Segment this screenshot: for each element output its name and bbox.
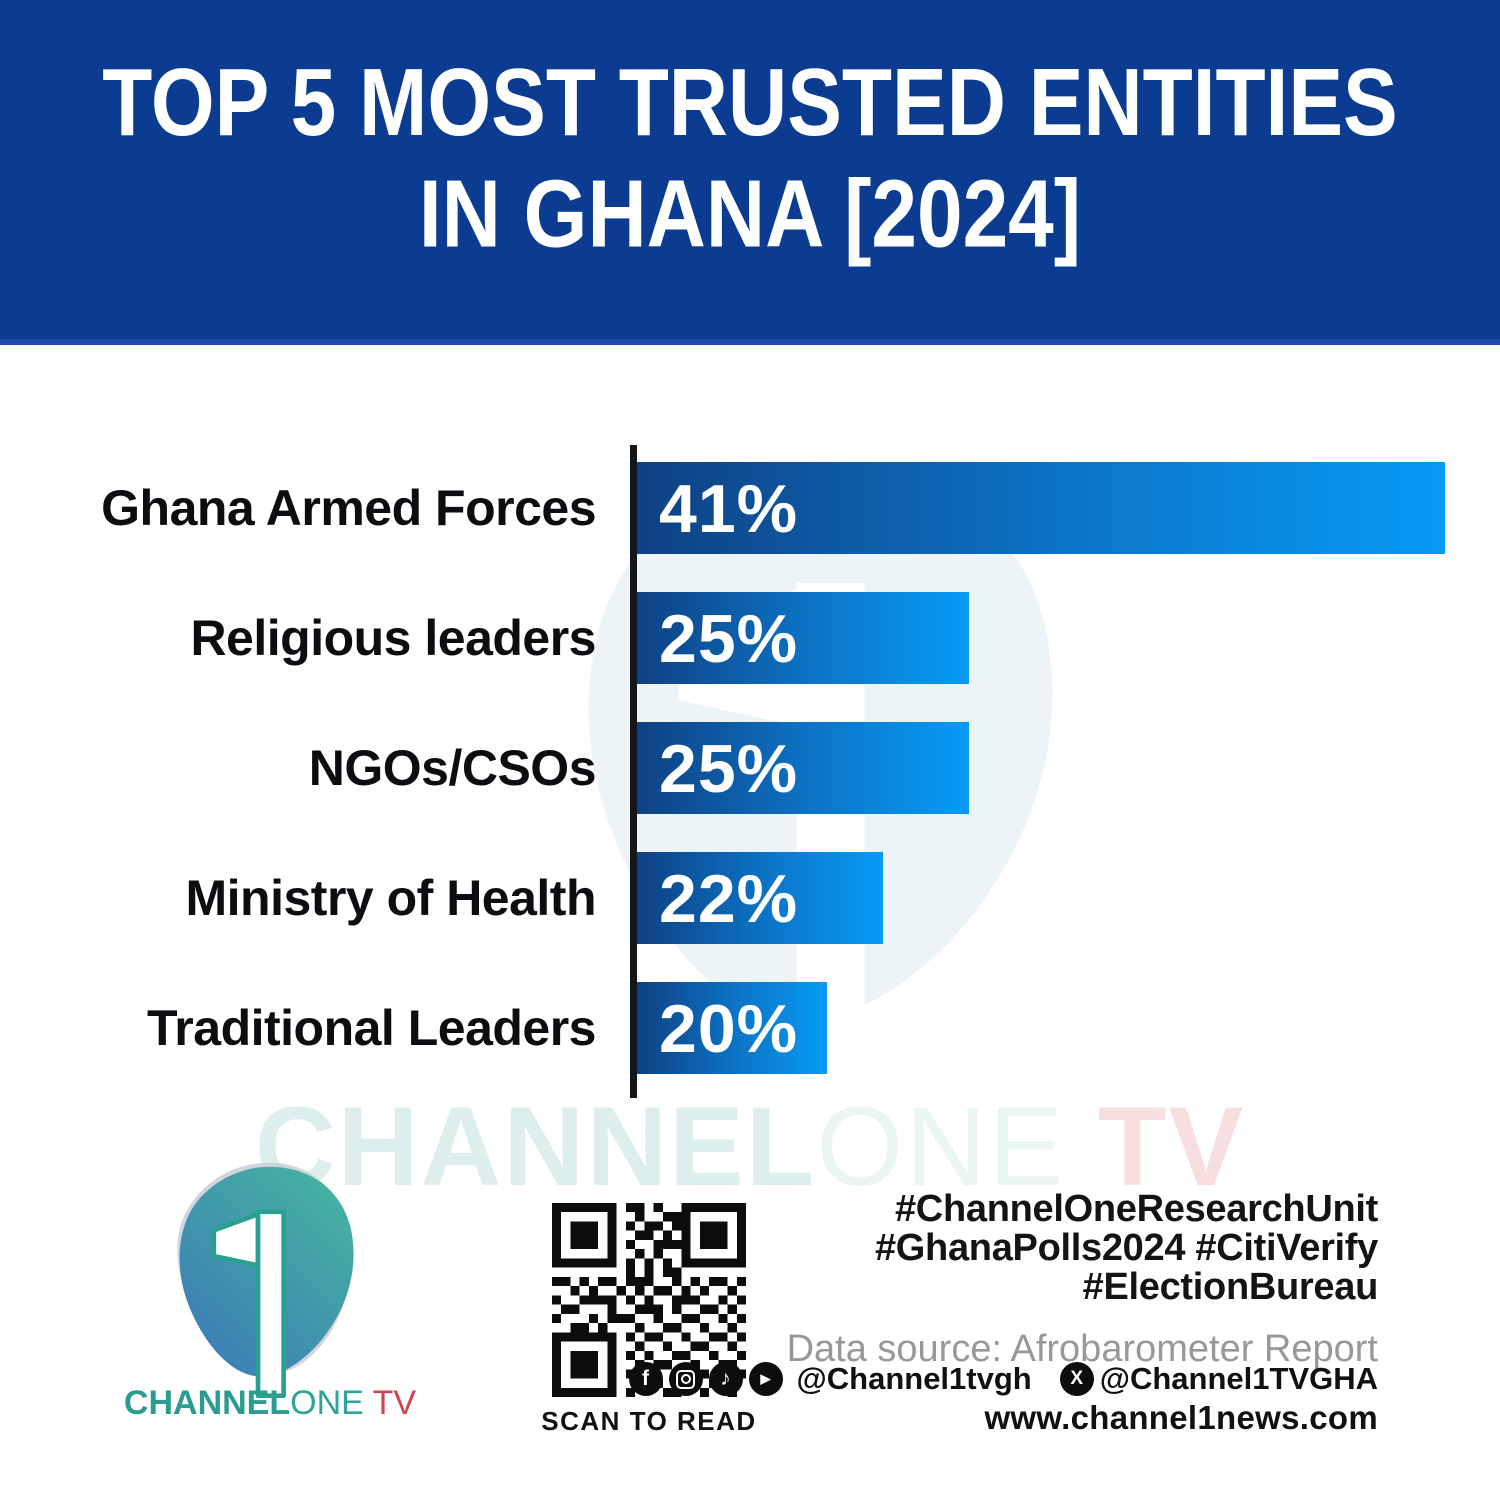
category-label: NGOs/CSOs	[308, 740, 597, 796]
hashtags-block: #ChannelOneResearchUnit #GhanaPolls2024 …	[875, 1190, 1378, 1307]
watermark-channel: CHANNEL	[254, 1084, 817, 1209]
instagram-glyph	[676, 1369, 696, 1389]
qr-code	[552, 1203, 746, 1397]
text-watermark: CHANNELONE TV	[0, 1082, 1500, 1211]
bar-religious-leaders: 25%	[637, 592, 969, 684]
page-title: TOP 5 MOST TRUSTED ENTITIES IN GHANA [20…	[0, 48, 1500, 271]
social-handle-main: @Channel1tvgh	[796, 1361, 1032, 1396]
wordmark-channel: CHANNEL	[123, 1384, 291, 1422]
wordmark-one: ONE	[290, 1384, 364, 1422]
title-line-2: IN GHANA [2024]	[418, 161, 1082, 268]
category-label: Ministry of Health	[185, 870, 597, 926]
channel-one-wordmark: CHANNELONE TV	[105, 1384, 435, 1423]
hashtag-line: #ElectionBureau	[1082, 1266, 1379, 1308]
watermark-one: ONE	[816, 1084, 1065, 1209]
bar-value-label: 25%	[659, 601, 799, 677]
bar-value-label: 41%	[659, 471, 799, 547]
website-url: www.channel1news.com	[984, 1399, 1378, 1436]
category-label: Ghana Armed Forces	[101, 480, 596, 536]
bar-value-label: 22%	[659, 861, 799, 937]
bar-ministry-of-health: 22%	[637, 852, 883, 944]
bar-traditional-leaders: 20%	[637, 982, 827, 1074]
social-row: f ♪ ▶ @Channel1tvgh X @Channel1TVGHA	[628, 1361, 1378, 1397]
wordmark-tv: TV	[363, 1384, 417, 1422]
title-line-1: TOP 5 MOST TRUSTED ENTITIES	[102, 50, 1398, 156]
header-banner: TOP 5 MOST TRUSTED ENTITIES IN GHANA [20…	[0, 0, 1500, 345]
bar-value-label: 25%	[659, 731, 799, 807]
axis-line	[630, 445, 637, 1098]
bar-ghana-armed-forces: 41%	[637, 462, 1445, 554]
channel-one-logo	[153, 1156, 382, 1412]
instagram-icon	[668, 1362, 703, 1396]
hashtag-line: #GhanaPolls2024 #CitiVerify	[874, 1227, 1378, 1269]
watermark-tv: TV	[1065, 1084, 1246, 1209]
hashtag-line: #ChannelOneResearchUnit	[894, 1188, 1378, 1230]
facebook-icon: f	[628, 1362, 663, 1396]
tiktok-icon: ♪	[708, 1362, 743, 1396]
category-label: Traditional Leaders	[147, 1000, 596, 1056]
x-icon: X	[1059, 1362, 1094, 1396]
youtube-icon: ▶	[748, 1362, 783, 1396]
social-handle-x: @Channel1TVGHA	[1099, 1361, 1378, 1396]
category-label: Religious leaders	[190, 610, 596, 666]
qr-caption: SCAN TO READ	[541, 1406, 757, 1436]
bar-ngos-csos: 25%	[637, 722, 969, 814]
bar-value-label: 20%	[659, 991, 799, 1067]
